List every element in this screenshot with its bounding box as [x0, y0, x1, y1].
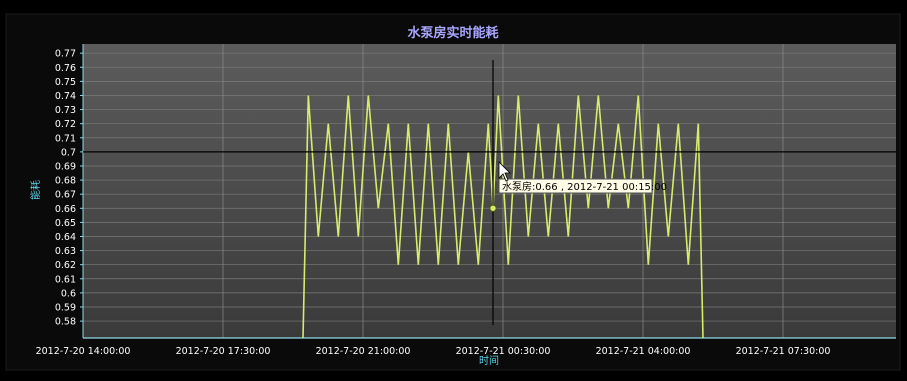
series-layer — [302, 95, 704, 339]
y-tick-label: 0.7 — [61, 147, 76, 158]
y-tick-label: 0.62 — [55, 260, 76, 271]
y-axis-ticks: 0.77 0.76 0.75 0.74 0.73 0.72 0.71 0.7 0.69 0.68 0… — [55, 49, 83, 328]
y-tick-label: 0.76 — [55, 63, 76, 74]
y-tick-label: 0.72 — [55, 119, 76, 130]
grid-lines — [82, 44, 896, 338]
mouse-cursor-icon — [498, 161, 511, 182]
y-axis-label: 能耗 — [29, 180, 42, 200]
y-tick-label: 0.63 — [55, 246, 76, 257]
y-tick-label: 0.73 — [55, 105, 76, 116]
tooltip: 水泵房:0.66 , 2012-7-21 00:15:00 — [498, 178, 667, 194]
y-tick-label: 0.68 — [55, 176, 76, 187]
y-tick-label: 0.67 — [55, 190, 76, 201]
x-axis-label: 时间 — [479, 354, 499, 367]
y-tick-label: 0.69 — [55, 161, 76, 172]
x-tick-label: 2012-7-21 04:00:00 — [596, 346, 691, 357]
crosshair — [83, 60, 896, 325]
y-tick-label: 0.6 — [61, 288, 76, 299]
y-tick-label: 0.65 — [55, 218, 76, 229]
y-tick-label: 0.74 — [55, 91, 76, 102]
y-tick-label: 0.58 — [55, 317, 76, 328]
x-tick-label: 2012-7-21 07:30:00 — [736, 346, 831, 357]
y-tick-label: 0.66 — [55, 204, 76, 215]
y-tick-label: 0.77 — [55, 49, 76, 60]
x-axis-ticks: 2012-7-20 14:00:00 2012-7-20 17:30:00 2012… — [36, 346, 831, 357]
y-tick-label: 0.75 — [55, 77, 76, 88]
chart-title: 水泵房实时能耗 — [407, 25, 498, 41]
y-tick-label: 0.64 — [55, 232, 76, 243]
x-tick-label: 2012-7-20 21:00:00 — [316, 346, 411, 357]
y-tick-label: 0.61 — [55, 274, 76, 285]
highlight-point[interactable] — [489, 204, 497, 212]
x-tick-label: 2012-7-21 00:30:00 — [456, 346, 551, 357]
x-tick-label: 2012-7-20 17:30:00 — [176, 346, 271, 357]
x-tick-label: 2012-7-20 14:00:00 — [36, 346, 131, 357]
y-tick-label: 0.59 — [55, 302, 76, 313]
y-tick-label: 0.71 — [55, 133, 76, 144]
plot-area[interactable] — [83, 44, 896, 338]
tooltip-box — [498, 178, 653, 194]
tooltip-text: 水泵房:0.66 , 2012-7-21 00:15:00 — [502, 180, 667, 193]
